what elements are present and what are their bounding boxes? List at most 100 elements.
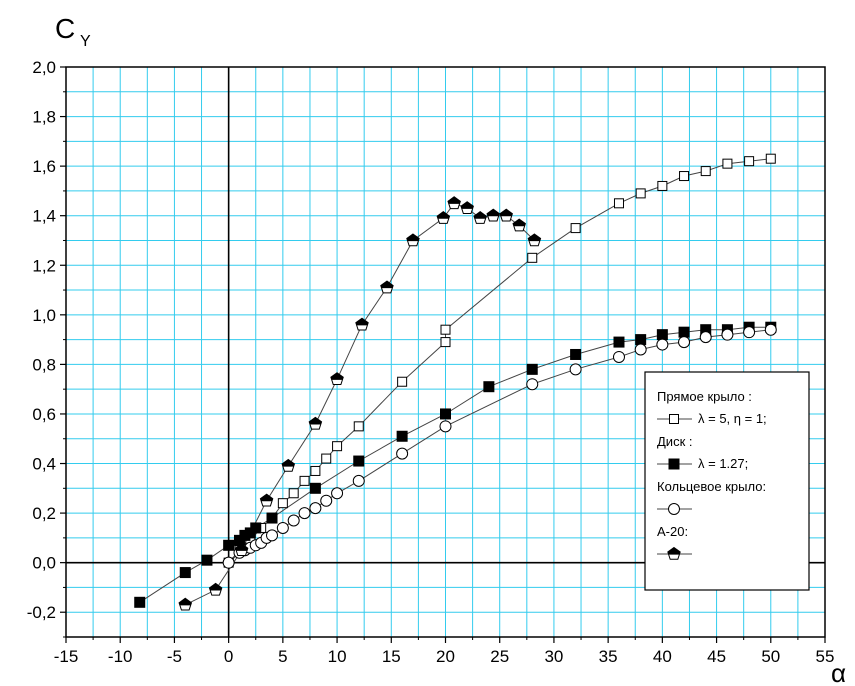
data-point-filled-square xyxy=(483,381,495,393)
data-point-open-circle xyxy=(266,529,279,542)
data-point-filled-square xyxy=(678,326,690,338)
data-point-filled-square xyxy=(309,482,321,494)
data-point-filled-square xyxy=(179,567,191,579)
data-point-pentagon-half xyxy=(330,372,344,386)
data-point-pentagon-half xyxy=(512,218,527,232)
data-point-open-circle xyxy=(743,326,756,339)
y-tick-label: 0,2 xyxy=(32,504,56,523)
x-tick-label: 30 xyxy=(544,647,563,666)
data-point-open-square xyxy=(288,488,299,499)
x-tick-label: 10 xyxy=(328,647,347,666)
x-tick-label: 35 xyxy=(599,647,618,666)
y-axis-title: C xyxy=(55,13,75,44)
data-point-open-circle xyxy=(287,514,300,527)
data-point-open-square xyxy=(299,475,310,486)
data-point-filled-square xyxy=(656,329,668,341)
legend-marker-open-circle xyxy=(668,503,680,515)
legend: Прямое крыло : λ = 5, η = 1; Диск : λ = 1.2… xyxy=(644,371,810,591)
data-point-filled-square xyxy=(396,430,408,442)
y-tick-label: 1,6 xyxy=(32,157,56,176)
data-point-open-square xyxy=(440,324,451,335)
x-tick-label: 50 xyxy=(761,647,780,666)
y-tick-label: 0,8 xyxy=(32,355,56,374)
data-point-open-square xyxy=(332,441,343,452)
y-tick-label: 2,0 xyxy=(32,58,56,77)
data-point-open-circle xyxy=(439,420,452,433)
x-tick-label: 45 xyxy=(707,647,726,666)
y-tick-label: 1,4 xyxy=(32,207,56,226)
data-point-open-circle xyxy=(309,502,322,515)
y-tick-label: 1,8 xyxy=(32,108,56,127)
data-point-open-square xyxy=(744,156,755,167)
x-tick-label: -10 xyxy=(108,647,133,666)
data-point-pentagon-half xyxy=(406,233,420,247)
data-point-open-circle xyxy=(396,447,409,460)
series-points xyxy=(134,153,777,611)
data-point-open-circle xyxy=(569,363,582,376)
data-point-open-square xyxy=(527,252,538,263)
x-tick-label: -15 xyxy=(54,647,79,666)
data-point-pentagon-half xyxy=(486,208,500,222)
data-point-pentagon-half xyxy=(281,458,296,472)
data-point-open-square xyxy=(353,421,364,432)
data-point-open-circle xyxy=(699,331,712,344)
data-point-open-square xyxy=(635,188,646,199)
data-point-filled-square xyxy=(201,554,213,566)
data-point-open-circle xyxy=(331,487,344,500)
data-point-open-square xyxy=(310,465,321,476)
data-point-pentagon-half xyxy=(436,211,451,224)
legend-heading-3: Кольцевое крыло: xyxy=(657,479,766,494)
x-tick-label: 20 xyxy=(436,647,455,666)
x-tick-label: 0 xyxy=(224,647,233,666)
data-point-filled-square xyxy=(266,512,278,524)
data-point-pentagon-half xyxy=(380,280,394,294)
x-tick-label: 40 xyxy=(653,647,672,666)
data-point-filled-square xyxy=(134,596,146,608)
data-point-pentagon-half xyxy=(355,317,369,331)
data-point-open-circle xyxy=(526,378,539,391)
data-point-open-circle xyxy=(352,474,365,487)
y-tick-label: 1,2 xyxy=(32,256,56,275)
data-point-open-circle xyxy=(721,328,734,341)
data-point-open-circle xyxy=(656,338,669,351)
x-tick-label: -5 xyxy=(167,647,182,666)
y-tick-label: -0,2 xyxy=(27,603,56,622)
data-point-open-square xyxy=(570,223,581,234)
data-point-filled-square xyxy=(570,348,582,360)
data-point-open-square xyxy=(679,171,690,182)
data-point-filled-square xyxy=(635,334,647,346)
data-point-filled-square xyxy=(223,539,235,551)
data-point-pentagon-half xyxy=(234,543,249,557)
data-point-pentagon-half xyxy=(208,582,223,596)
data-point-pentagon-half xyxy=(473,211,487,224)
data-point-open-square xyxy=(613,198,624,209)
data-point-pentagon-half xyxy=(460,201,474,215)
data-point-open-square xyxy=(700,166,711,177)
data-point-filled-square xyxy=(353,455,365,467)
legend-marker-pentagon-half xyxy=(667,546,681,560)
data-point-open-square xyxy=(321,453,332,464)
legend-heading-4: А-20: xyxy=(657,524,688,539)
x-tick-label: 55 xyxy=(816,647,835,666)
data-point-filled-square xyxy=(613,336,625,348)
data-point-open-circle xyxy=(634,343,647,356)
x-tick-label: 25 xyxy=(490,647,509,666)
data-point-open-square xyxy=(765,153,776,164)
data-point-pentagon-half xyxy=(259,493,274,507)
data-point-pentagon-half xyxy=(527,233,542,247)
x-tick-label: 5 xyxy=(278,647,287,666)
y-tick-label: 0,6 xyxy=(32,405,56,424)
data-point-pentagon-half xyxy=(499,208,513,222)
data-point-open-circle xyxy=(612,350,625,363)
data-point-open-circle xyxy=(298,507,311,520)
y-axis-title-subscript: Y xyxy=(80,33,91,50)
legend-heading-2: Диск : xyxy=(657,434,692,449)
data-point-pentagon-half xyxy=(308,416,323,430)
data-point-open-square xyxy=(440,337,451,348)
legend-marker-open-square xyxy=(669,414,679,424)
data-point-pentagon-half xyxy=(447,196,461,210)
tick-marks: -15 -10 -5 0 5 10 15 20 25 30 35 40 45 50 55 -0,2 0,0 0,2… xyxy=(27,58,835,666)
data-point-filled-square xyxy=(250,522,262,534)
data-point-open-circle xyxy=(320,494,333,507)
data-point-open-circle xyxy=(678,336,691,349)
